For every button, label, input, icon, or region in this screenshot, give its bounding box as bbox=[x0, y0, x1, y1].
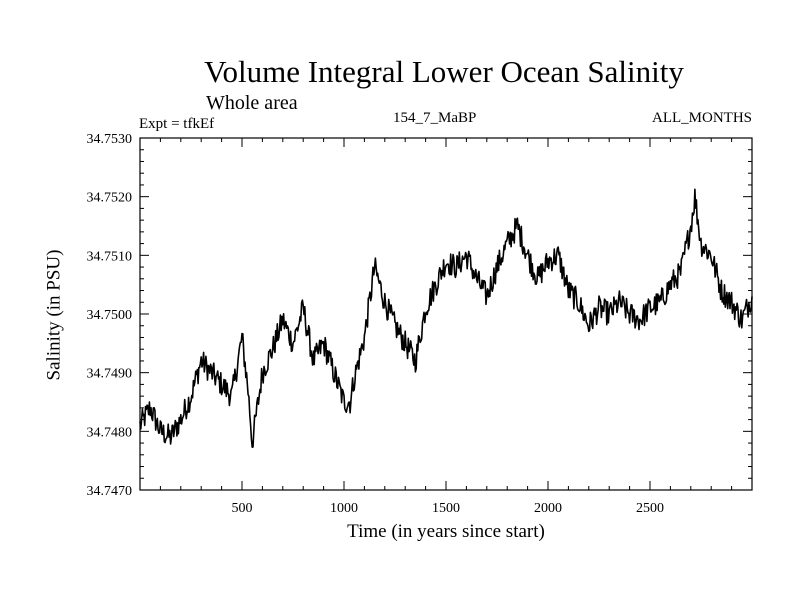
series-line bbox=[139, 188, 753, 448]
months-label: ALL_MONTHS bbox=[652, 110, 752, 126]
x-tick-label: 500 bbox=[232, 501, 253, 516]
y-tick-label: 34.7520 bbox=[87, 191, 133, 206]
x-tick-label: 1000 bbox=[330, 501, 358, 516]
chart-title: Volume Integral Lower Ocean Salinity bbox=[204, 54, 684, 89]
x-tick-label: 1500 bbox=[432, 501, 460, 516]
x-tick-label: 2500 bbox=[636, 501, 664, 516]
y-tick-label: 34.7470 bbox=[87, 484, 133, 499]
x-axis-label: Time (in years since start) bbox=[347, 521, 545, 542]
y-tick-label: 34.7490 bbox=[87, 367, 133, 382]
y-tick-label: 34.7510 bbox=[87, 249, 133, 264]
plot-frame bbox=[139, 137, 753, 491]
run-label: 154_7_MaBP bbox=[393, 110, 477, 126]
y-tick-label: 34.7530 bbox=[87, 132, 133, 147]
x-tick-label: 2000 bbox=[534, 501, 562, 516]
y-tick-label: 34.7480 bbox=[87, 425, 133, 440]
y-tick-label: 34.7500 bbox=[87, 308, 133, 323]
chart-subtitle: Whole area bbox=[206, 92, 298, 114]
experiment-label: Expt = tfkEf bbox=[139, 116, 215, 132]
